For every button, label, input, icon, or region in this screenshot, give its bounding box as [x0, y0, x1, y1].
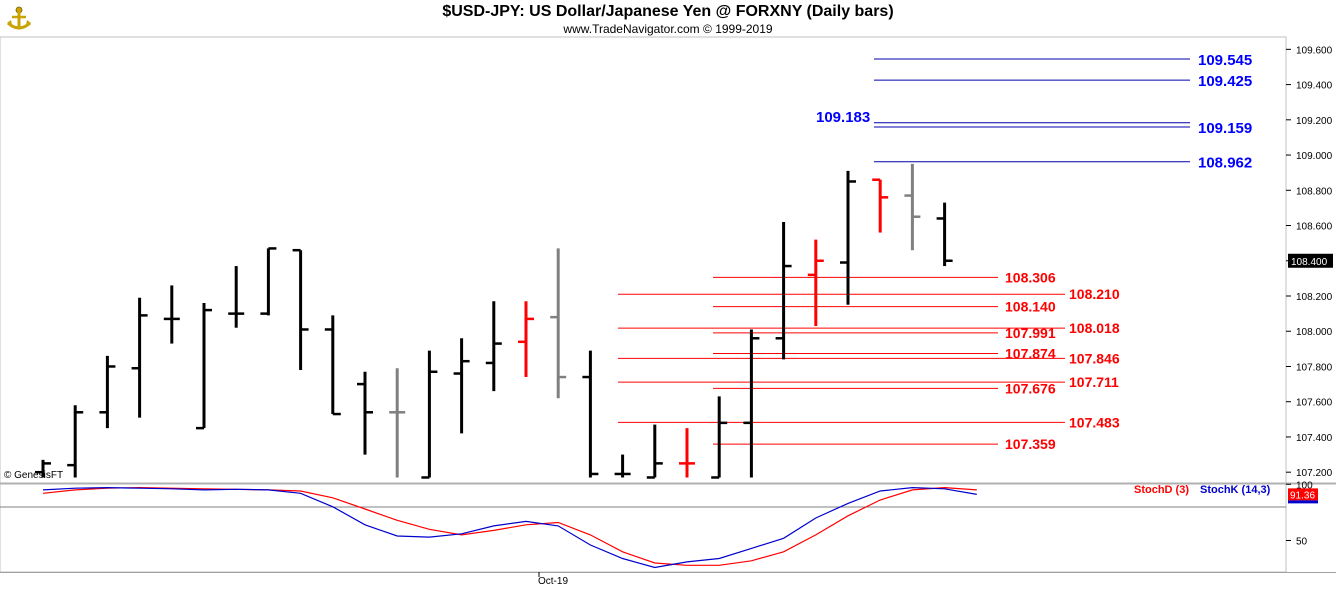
chart-title: $USD-JPY: US Dollar/Japanese Yen @ FORXN… — [442, 3, 894, 20]
ohlc-bar — [743, 329, 760, 478]
trade-navigator-compass-logo-icon — [6, 6, 32, 30]
price-levels: 109.545 109.425 109.183 109.159 108.962 108.3… — [618, 52, 1252, 452]
ohlc-bar — [357, 371, 373, 455]
last-price-label: 108.400 — [1291, 257, 1328, 268]
ohlc-bar — [775, 222, 792, 360]
resistance-label: 109.425 — [1198, 73, 1252, 90]
ohlc-bar — [679, 428, 695, 478]
ohlc-bar — [582, 350, 599, 478]
stoch-tick-label: 100 — [1296, 480, 1313, 491]
support-label: 107.483 — [1069, 414, 1120, 430]
ohlc-bar — [453, 338, 470, 434]
price-axis: 107.200 107.400 107.600 107.800 108.000 108.2… — [4, 45, 1333, 481]
ohlc-bar — [389, 368, 406, 478]
copyright-label: © GenesisFT — [4, 470, 63, 481]
ohlc-bar — [485, 301, 502, 392]
ohlc-bar — [904, 163, 921, 251]
stoch-series-line — [42, 486, 977, 569]
price-tick-label: 108.200 — [1296, 292, 1333, 303]
ohlc-bar — [228, 266, 245, 328]
stoch-tick-label: 50 — [1296, 537, 1308, 548]
support-label: 107.874 — [1005, 345, 1056, 361]
resistance-label: 109.159 — [1198, 120, 1252, 137]
ohlc-bar — [324, 315, 341, 416]
support-label: 107.359 — [1005, 436, 1056, 452]
support-label: 107.711 — [1069, 374, 1119, 390]
ohlc-bar — [163, 285, 180, 344]
resistance-label: 108.962 — [1198, 155, 1252, 172]
stochastic-panel: 100 50 91.36 StochD (3) StochK (14,3) — [42, 480, 1318, 569]
ohlc-bar — [196, 303, 212, 430]
chart-frame — [0, 36, 1336, 573]
ohlc-bar — [99, 355, 116, 429]
price-tick-label: 107.800 — [1296, 362, 1333, 373]
ohlc-bar — [872, 178, 889, 233]
ohlc-bar — [518, 301, 534, 378]
support-label: 107.991 — [1005, 325, 1056, 341]
stoch-last-box — [1288, 488, 1318, 501]
ohlc-bar — [711, 396, 728, 479]
stoch-last-value: 91.36 — [1290, 490, 1315, 501]
price-tick-label: 108.600 — [1296, 222, 1333, 233]
price-tick-label: 107.400 — [1296, 433, 1333, 444]
resistance-label: 109.545 — [1198, 52, 1252, 69]
support-label: 107.846 — [1069, 350, 1120, 366]
ohlc-bar — [260, 247, 277, 316]
support-label: 108.210 — [1069, 286, 1120, 302]
ohlc-bar — [35, 459, 51, 478]
ohlc-bar — [131, 297, 148, 418]
price-tick-label: 109.200 — [1296, 116, 1333, 127]
resistance-label: 109.183 — [816, 109, 870, 126]
ohlc-bar — [840, 170, 856, 305]
price-tick-label: 108.800 — [1296, 186, 1333, 197]
price-tick-label: 107.200 — [1296, 468, 1333, 479]
ohlc-bar — [646, 424, 663, 479]
last-price-box — [1288, 253, 1333, 268]
support-label: 108.018 — [1069, 320, 1120, 336]
ohlc-bar — [292, 248, 309, 370]
ohlc-bar — [807, 239, 824, 326]
support-label: 108.140 — [1005, 299, 1056, 315]
price-tick-label: 109.000 — [1296, 151, 1333, 162]
time-axis: Oct-19 — [538, 572, 568, 587]
price-tick-label: 108.000 — [1296, 327, 1333, 338]
ohlc-bar — [614, 454, 631, 478]
stoch-last-box-k — [1288, 500, 1318, 504]
ohlc-bar — [421, 350, 438, 479]
plot-border — [0, 36, 1287, 573]
ohlc-bar — [936, 202, 953, 267]
support-label: 108.306 — [1005, 269, 1056, 285]
ohlc-bar — [550, 248, 567, 399]
ohlc-bar — [67, 405, 84, 478]
price-tick-label: 109.600 — [1296, 45, 1333, 56]
ohlc-bars — [35, 163, 953, 479]
legend-stoch-k: StochK (14,3) — [1200, 484, 1271, 496]
legend-stoch-d: StochD (3) — [1134, 484, 1189, 496]
time-axis-label: Oct-19 — [538, 576, 568, 587]
support-label: 107.676 — [1005, 380, 1056, 396]
stoch-series-line — [42, 486, 977, 566]
price-tick-label: 109.400 — [1296, 81, 1333, 92]
chart-subtitle: www.TradeNavigator.com © 1999-2019 — [563, 22, 773, 36]
price-tick-label: 107.600 — [1296, 398, 1333, 409]
